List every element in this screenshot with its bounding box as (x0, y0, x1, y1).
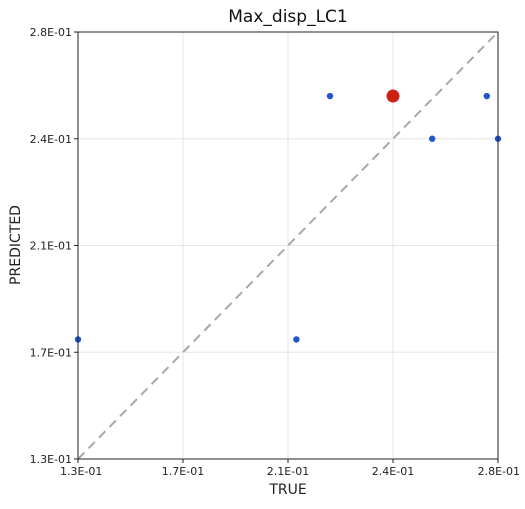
reference-line-layer (77, 31, 499, 460)
chart-title: Max_disp_LC1 (228, 7, 347, 27)
y-axis-ticks: 1.3E-01 1.7E-01 2.1E-01 2.4E-01 2.8E-01 (30, 26, 78, 466)
x-tick-label: 2.1E-01 (267, 465, 309, 478)
data-point (293, 336, 300, 343)
y-tick-label: 1.3E-01 (30, 453, 72, 466)
x-tick-label: 2.4E-01 (372, 465, 414, 478)
y-tick-label: 2.8E-01 (30, 26, 72, 39)
data-point (429, 135, 436, 142)
grid-lines (78, 32, 498, 459)
y-tick-label: 1.7E-01 (30, 346, 72, 359)
x-axis-label: TRUE (268, 482, 306, 498)
data-point (483, 92, 490, 100)
x-tick-label: 1.7E-01 (162, 465, 204, 478)
y-axis-label: PREDICTED (8, 205, 24, 285)
data-point (326, 92, 334, 100)
y-tick-label: 2.4E-01 (30, 133, 72, 146)
x-tick-label: 2.8E-01 (478, 465, 520, 478)
y-tick-label: 2.1E-01 (30, 240, 72, 253)
identity-reference-line (77, 31, 499, 460)
x-tick-label: 1.3E-01 (60, 465, 102, 478)
x-axis-ticks: 1.3E-01 1.7E-01 2.1E-01 2.4E-01 2.8E-01 (60, 459, 520, 478)
data-points (74, 89, 502, 343)
highlighted-data-point (386, 89, 400, 103)
